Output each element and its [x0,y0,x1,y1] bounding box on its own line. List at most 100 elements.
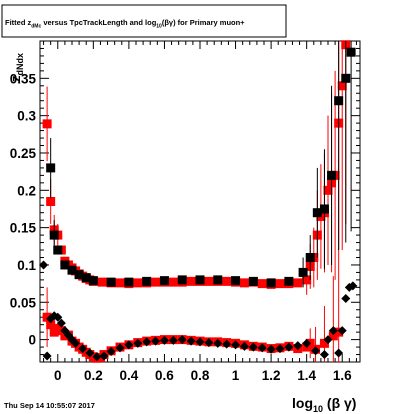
data-point-red [293,278,303,288]
data-point-black [248,276,258,286]
x-tick-label: 1.2 [262,368,281,383]
data-point-diamond [248,342,258,352]
title-part-4-sub: 10 [156,24,162,30]
data-point-red [168,277,178,287]
y-tick-label: 0.35 [10,71,37,86]
data-point-diamond [71,338,81,348]
data-point-red [204,276,214,286]
data-point-red [319,338,329,348]
data-point-diamond [328,326,338,336]
data-point-diamond [337,326,347,336]
data-point-black [231,276,241,286]
data-point-diamond [133,338,143,348]
data-point-black [298,267,308,277]
data-point-red [257,279,267,289]
data-point-black [106,277,116,287]
data-point-diamond [142,337,152,347]
y-axis-label-main: z [8,75,23,82]
svg-text:zdNdx: zdNdx [8,53,25,82]
data-point-diamond [204,338,214,348]
y-tick-label: 0.3 [17,109,36,124]
data-point-diamond [293,341,303,351]
data-point-black [177,275,187,285]
data-point-black [88,276,98,286]
data-point-black [142,276,152,286]
data-point-diamond [186,336,196,346]
data-point-red [275,279,285,289]
y-tick-label: 0 [28,333,36,348]
data-point-diamond [231,340,241,350]
data-point-black [213,275,223,285]
data-point-black [284,276,294,286]
data-point-diamond [311,346,321,356]
data-point-diamond [257,343,267,353]
data-point-diamond [284,342,294,352]
data-point-black [49,230,59,240]
x-tick-label: 0.2 [84,368,103,383]
data-point-diamond [213,338,223,348]
data-point-black [327,170,337,180]
data-point-red [46,197,56,206]
data-point-diamond [348,281,358,291]
data-point-black [74,270,84,280]
data-point-diamond [195,337,205,347]
data-point-black [334,96,344,106]
data-point-black [319,204,329,214]
data-point-red [46,320,56,330]
x-tick-label: 0 [54,368,62,383]
x-tick-label: 0.4 [119,368,138,383]
data-point-red [151,277,161,287]
data-point-black [266,278,276,288]
data-point-diamond [275,344,285,354]
y-axis-label: zdNdx [8,53,25,82]
data-point-black [312,208,322,218]
x-tick-label: 0.6 [155,368,174,383]
plot-frame [39,40,361,363]
data-point-diamond [159,335,169,345]
data-point-red [323,185,333,195]
y-tick-label: 0.1 [17,258,36,273]
data-point-black [124,277,134,287]
data-point-red [337,81,347,91]
x-axis-label-main: log [292,395,313,411]
data-point-diamond [42,351,52,361]
data-point-diamond [168,335,178,345]
data-point-diamond [177,335,187,345]
data-point-red [115,278,125,288]
title-part-5: (βγ) for Primary muon+ [162,18,245,27]
axes: 0 0.2 0.4 0.6 0.8 1 1.2 1.4 1.6 0 0.05 0.1 0.15 0.2 0.… [10,40,360,383]
data-point-diamond [151,336,161,346]
data-point-black [159,276,169,286]
data-point-red [222,276,232,286]
data-point-diamond [106,347,116,357]
title-part-3: versus TpcTrackLength and log [41,18,156,27]
data-point-black [81,273,91,283]
data-point-diamond [78,344,88,354]
data-point-black [53,245,63,255]
title-text: Fitted zdMc versus TpcTrackLength and lo… [5,18,245,30]
data-point-black [67,265,77,275]
data-point-red [42,312,52,322]
x-tick-label: 1.6 [333,368,352,383]
data-point-red [97,277,107,287]
data-point-diamond [239,341,249,351]
data-point-diamond [334,348,344,358]
y-tick-label: 0.05 [10,295,37,310]
data-point-diamond [53,312,63,322]
svg-text:log10 (β γ): log10 (β γ) [292,395,356,414]
data-point-black [346,47,356,57]
data-point-diamond [341,294,351,304]
data-point-diamond [92,352,102,362]
data-point-diamond [302,338,312,348]
data-point-red [42,119,52,129]
data-point-red [186,276,196,286]
timestamp: Thu Sep 14 10:55:07 2017 [4,401,95,410]
data-point-diamond [99,351,109,361]
x-tick-label: 1.4 [297,368,316,383]
data-point-diamond [124,340,134,350]
data-point-red [328,331,338,341]
x-tick-label: 1 [232,368,240,383]
title-part-2-sub: dMc [31,24,41,30]
x-axis-label-tail: (β γ) [323,395,356,411]
